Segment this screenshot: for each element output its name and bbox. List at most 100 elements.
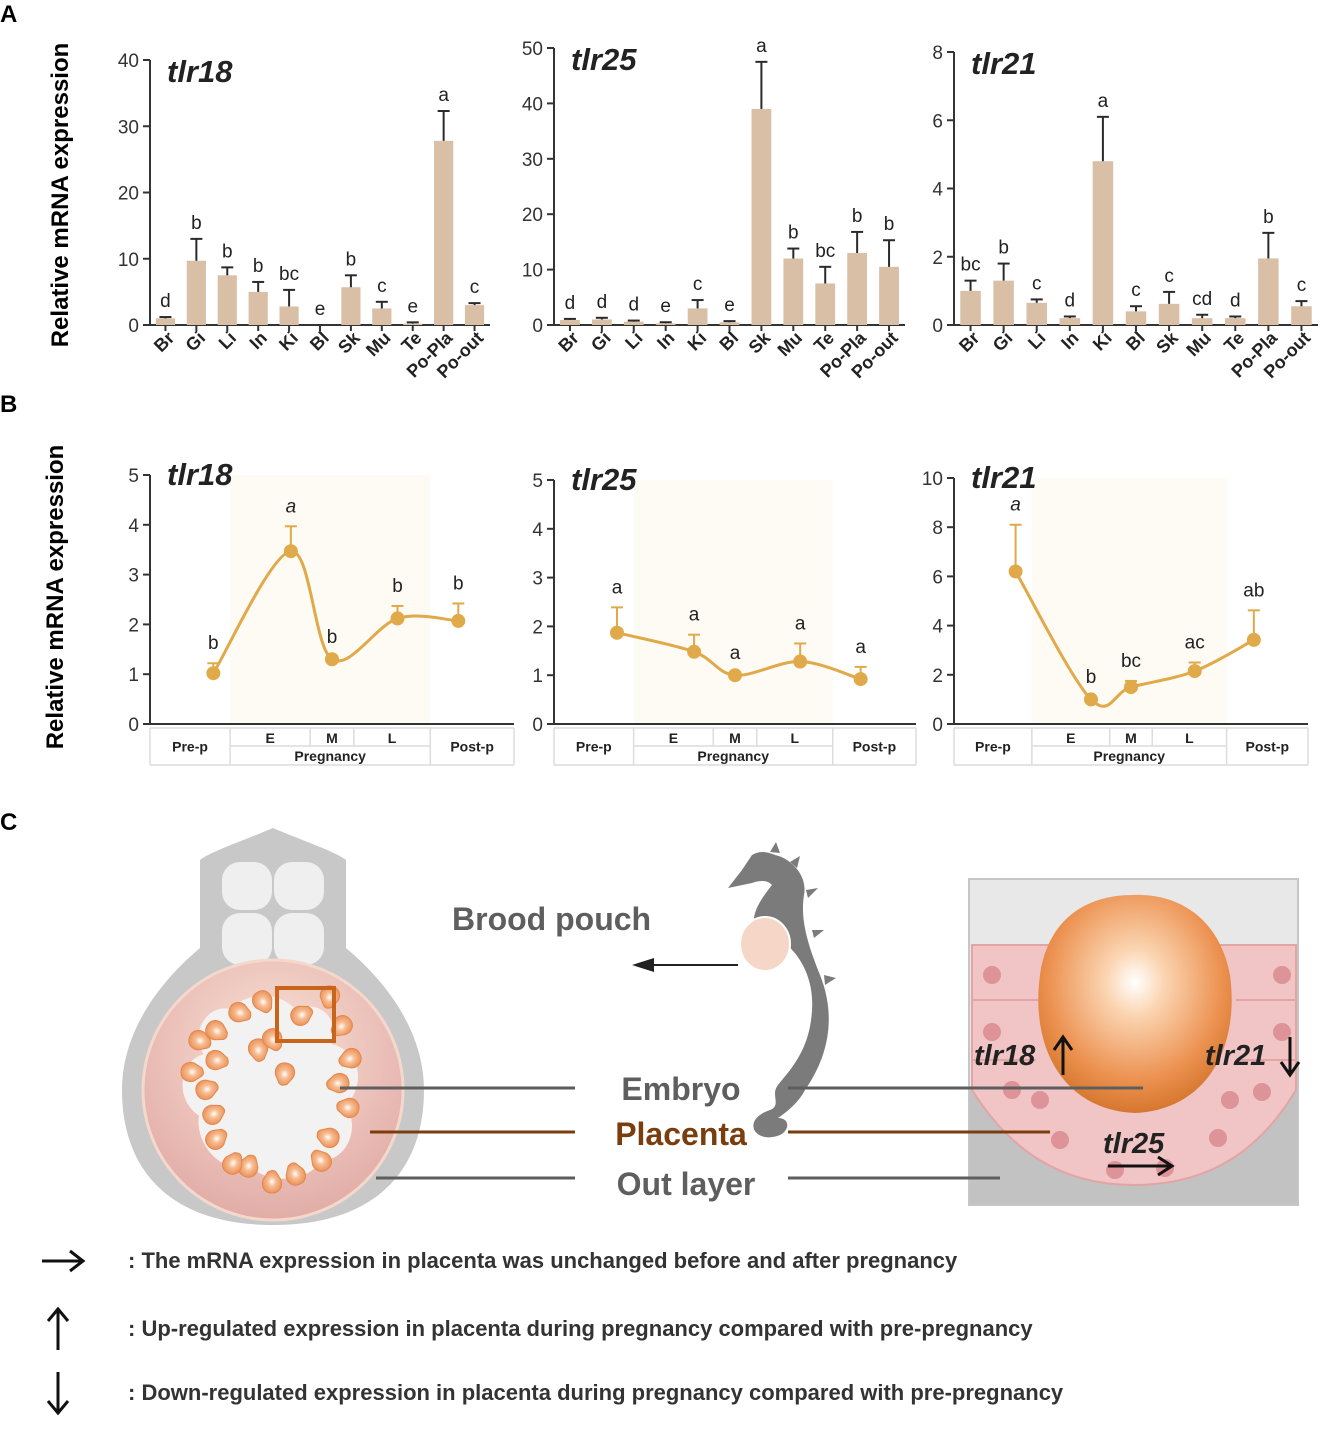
line-chart-tlr21-point bbox=[1008, 564, 1023, 579]
line-chart-tlr25-y-tick-label: 1 bbox=[532, 666, 543, 687]
line-chart-tlr21-stage-label: E bbox=[1066, 730, 1075, 746]
arrow-right-icon bbox=[42, 1249, 86, 1273]
cell-nucleus bbox=[983, 966, 1001, 984]
legend-row-down: : Down-regulated expression in placenta … bbox=[38, 1370, 1063, 1416]
pouch-bone-3 bbox=[222, 913, 272, 965]
cell-nucleus bbox=[1273, 966, 1291, 984]
bar-chart-tlr21-bar bbox=[1092, 161, 1114, 325]
bar-chart-tlr18-x-tick-label: Li bbox=[215, 328, 240, 353]
bar-chart-tlr21-title: tlr21 bbox=[971, 46, 1036, 81]
line-chart-tlr18-y-tick-label: 5 bbox=[128, 466, 139, 487]
bar-chart-tlr21-bar bbox=[1191, 318, 1213, 325]
bar-chart-tlr25-bar bbox=[591, 319, 612, 325]
bar-chart-tlr25-sig-letter: d bbox=[597, 292, 608, 313]
bar-chart-tlr21-x-tick-label: In bbox=[1057, 328, 1082, 353]
bar-chart-tlr21-y-tick-label: 0 bbox=[932, 316, 943, 337]
bar-chart-tlr25-bar bbox=[719, 322, 740, 325]
line-chart-tlr25-y-tick-label: 4 bbox=[532, 520, 543, 541]
bar-chart-tlr25-sig-letter: a bbox=[756, 36, 767, 57]
line-chart-tlr18-pregnancy-shade bbox=[230, 475, 431, 724]
line-chart-tlr21-point bbox=[1246, 632, 1261, 647]
bar-chart-tlr25-y-tick-label: 20 bbox=[522, 205, 543, 226]
bar-chart-tlr21-sig-letter: b bbox=[1263, 207, 1274, 228]
out-layer-label: Out layer bbox=[617, 1166, 756, 1202]
bar-chart-tlr25-sig-letter: bc bbox=[815, 241, 835, 262]
bar-chart-tlr18-sig-letter: b bbox=[222, 241, 233, 262]
legend-row-up: : Up-regulated expression in placenta du… bbox=[38, 1306, 1033, 1352]
small-embryo bbox=[180, 1061, 204, 1083]
bar-chart-tlr25-bar bbox=[560, 320, 580, 325]
line-chart-tlr21-sig-letter: bc bbox=[1121, 651, 1141, 672]
cell-nucleus bbox=[1209, 1129, 1227, 1147]
figure-canvas: A B C Relative mRNA expression Relative … bbox=[0, 1, 1318, 1225]
small-embryo bbox=[316, 1127, 340, 1149]
arrow-down-icon bbox=[46, 1372, 70, 1416]
line-chart-tlr25-y-tick-label: 2 bbox=[532, 617, 543, 638]
bar-chart-tlr25-bar bbox=[623, 321, 644, 325]
bar-chart-tlr18-y-tick-label: 30 bbox=[118, 117, 139, 138]
line-chart-tlr18-y-tick-label: 4 bbox=[128, 516, 139, 537]
small-embryo bbox=[310, 1149, 332, 1172]
arrow-head-icon bbox=[632, 958, 654, 972]
line-chart-tlr25-point bbox=[728, 668, 742, 683]
bar-chart-tlr21-sig-letter: c bbox=[1297, 275, 1307, 296]
bar-chart-tlr18-sig-letter: b bbox=[346, 249, 357, 270]
line-chart-tlr18-point bbox=[325, 652, 339, 667]
bar-chart-tlr18-y-tick-label: 40 bbox=[118, 51, 139, 72]
line-chart-tlr25-stage-label: Post-p bbox=[853, 739, 897, 755]
bar-chart-tlr25-y-tick-label: 40 bbox=[522, 94, 543, 115]
bar-chart-tlr21-bar bbox=[1225, 318, 1246, 325]
bar-chart-tlr25-x-tick-label: Gi bbox=[587, 328, 615, 356]
bar-chart-tlr18-bar bbox=[341, 287, 361, 325]
small-embryo bbox=[228, 1001, 252, 1023]
line-chart-tlr18-point bbox=[206, 666, 221, 681]
line-chart-tlr21-y-tick-label: 6 bbox=[932, 567, 943, 588]
line-chart-tlr18-sig-letter: a bbox=[286, 496, 297, 517]
line-chart-tlr18-stage-label: E bbox=[265, 730, 274, 746]
line-chart-tlr21-stage-label: M bbox=[1125, 730, 1137, 746]
panel-label-c: C bbox=[0, 809, 17, 836]
cell-nucleus bbox=[1031, 1091, 1049, 1109]
right-arrow-icon bbox=[1108, 1155, 1175, 1177]
bar-chart-tlr25-y-tick-label: 10 bbox=[522, 261, 543, 282]
bar-chart-tlr25-y-tick-label: 0 bbox=[532, 316, 543, 337]
bar-chart-tlr21-x-tick-label: Bl bbox=[1122, 328, 1149, 355]
line-chart-tlr25-point bbox=[687, 644, 702, 659]
line-chart-tlr25-stage-label: Pre-p bbox=[576, 739, 612, 755]
bar-chart-tlr18-x-tick-label: Bl bbox=[306, 328, 333, 355]
bar-chart-tlr25-x-tick-label: Bl bbox=[715, 328, 742, 355]
bar-chart-tlr21-y-tick-label: 2 bbox=[932, 248, 943, 269]
bar-chart-tlr21-x-tick-label: Li bbox=[1024, 328, 1049, 353]
bar-chart-tlr25-title: tlr25 bbox=[571, 42, 637, 77]
line-chart-tlr21-group-label: Pregnancy bbox=[1093, 748, 1165, 764]
zoom-box bbox=[275, 986, 336, 1043]
bar-chart-tlr25-y-tick-label: 30 bbox=[522, 150, 543, 171]
line-chart-tlr25-title: tlr25 bbox=[571, 462, 637, 497]
gene-down-label: tlr21 bbox=[1205, 1040, 1266, 1072]
bar-chart-tlr18-bar bbox=[279, 306, 299, 325]
bar-chart-tlr25-sig-letter: b bbox=[884, 214, 895, 235]
bar-chart-tlr21-bar bbox=[1258, 258, 1279, 325]
line-chart-tlr18-y-tick-label: 1 bbox=[128, 665, 139, 686]
y-axis-label-b: Relative mRNA expression bbox=[42, 445, 69, 750]
bar-chart-tlr18-y-tick-label: 20 bbox=[118, 184, 139, 205]
seahorse-illustration bbox=[728, 842, 836, 1138]
bar-chart-tlr18-sig-letter: b bbox=[253, 256, 264, 277]
bar-chart-tlr18-sig-letter: a bbox=[438, 85, 449, 106]
panel-label-b: B bbox=[0, 391, 17, 418]
small-embryo bbox=[290, 1005, 314, 1027]
cell-nucleus bbox=[1003, 1081, 1021, 1099]
line-chart-tlr21-sig-letter: ac bbox=[1185, 633, 1205, 654]
bar-chart-tlr21-x-tick-label: Gi bbox=[989, 328, 1017, 356]
cell-nucleus bbox=[983, 1023, 1001, 1041]
pouch-cross-section bbox=[122, 828, 424, 1225]
placenta-label: Placenta bbox=[615, 1116, 747, 1152]
line-chart-tlr25-pregnancy-shade bbox=[633, 480, 833, 724]
bar-chart-tlr21-bar bbox=[993, 280, 1014, 325]
small-embryo bbox=[205, 1019, 228, 1041]
line-chart-tlr21-y-tick-label: 8 bbox=[932, 518, 943, 539]
bar-chart-tlr21-y-tick-label: 4 bbox=[932, 180, 943, 201]
line-chart-tlr25-stage-label: M bbox=[729, 730, 741, 746]
small-embryo bbox=[336, 1097, 360, 1119]
